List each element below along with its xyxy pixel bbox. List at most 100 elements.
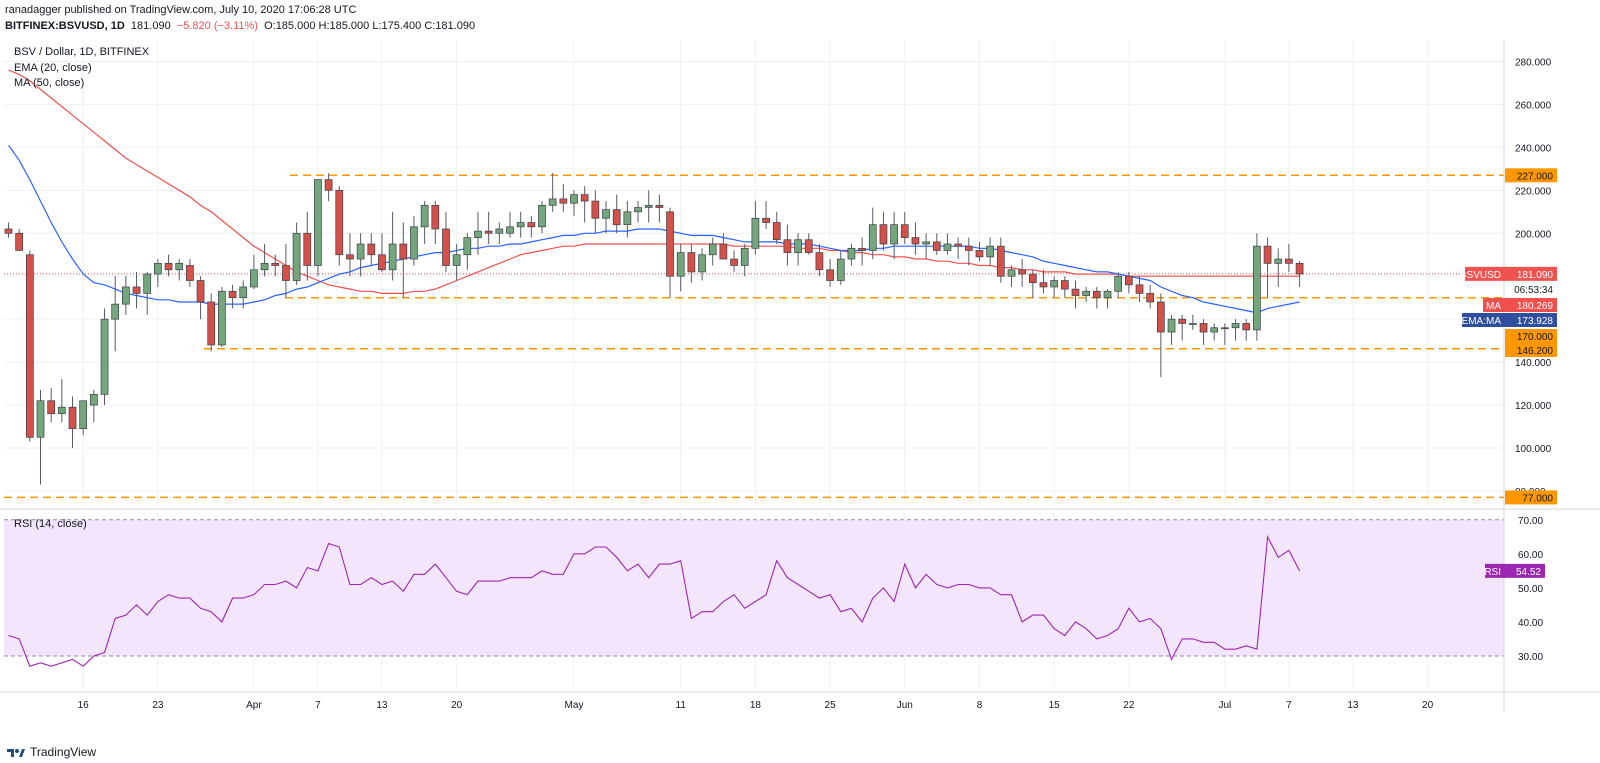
candle <box>1082 286 1091 302</box>
candle-body-up <box>794 239 802 253</box>
candle-body-up <box>292 232 301 281</box>
candle <box>431 201 440 245</box>
candle-body-down <box>68 406 77 430</box>
candle-body-down <box>730 258 738 266</box>
ma-legend[interactable]: MA (50, close) <box>14 77 85 89</box>
candle <box>836 250 845 285</box>
candle-body-down <box>1285 258 1293 264</box>
candle <box>751 201 760 255</box>
candle-body-up <box>218 290 226 346</box>
rsi-name-badge: RSI <box>1484 563 1505 578</box>
x-tick-label: 18 <box>750 700 762 711</box>
candle-body-up <box>698 254 706 273</box>
candle-body-down <box>1135 284 1144 294</box>
y-tick-label: 220.000 <box>1515 186 1552 197</box>
candle-body-up <box>463 237 472 256</box>
level-badge-text: 77.000 <box>1522 493 1553 504</box>
candle-body-down <box>1199 323 1208 333</box>
candle <box>815 244 824 277</box>
candle <box>730 250 738 272</box>
symbol-badge-bg <box>1465 266 1505 281</box>
rsi-name-badge-bg <box>1485 563 1505 578</box>
candle <box>111 276 120 352</box>
x-tick-label: 7 <box>315 700 321 711</box>
candle <box>1285 244 1293 272</box>
candle-body-up <box>623 211 632 226</box>
ema-name-badge: EMA:MA <box>1462 313 1505 327</box>
candle-body-up <box>250 269 258 288</box>
candle <box>740 244 749 277</box>
candle <box>708 237 717 266</box>
ema-legend[interactable]: EMA (20, close) <box>14 62 92 74</box>
candle <box>954 237 962 260</box>
rsi-legend[interactable]: RSI (14, close) <box>14 518 87 530</box>
rsi-tick-label: 40.00 <box>1518 618 1543 629</box>
candle <box>271 254 280 277</box>
candle <box>15 228 24 251</box>
candle-body-down <box>815 252 824 271</box>
candle <box>79 400 88 436</box>
candle <box>1092 286 1101 309</box>
last-price: 181.090 <box>130 20 171 32</box>
ma-name-badge: MA <box>1483 298 1505 312</box>
candle <box>1039 269 1048 294</box>
candle <box>378 233 386 272</box>
candle-body-down <box>335 189 344 256</box>
candle <box>986 237 994 266</box>
candle-body-up <box>740 247 749 266</box>
candle <box>175 259 184 281</box>
level-badge-text: 146.200 <box>1517 346 1554 357</box>
candle <box>847 244 856 266</box>
candle <box>1178 314 1187 341</box>
candle <box>388 211 397 281</box>
candle <box>1242 319 1251 341</box>
candle-body-up <box>260 262 269 271</box>
candle <box>207 293 216 352</box>
candle <box>356 233 365 277</box>
candle-body-up <box>836 258 845 281</box>
candle-body-down <box>911 237 920 245</box>
candle <box>559 183 568 212</box>
rsi-name-badge-text: RSI <box>1484 567 1501 578</box>
y-tick-label: 140.000 <box>1515 358 1552 369</box>
candle-body-down <box>1157 301 1165 333</box>
x-tick-label: 15 <box>1049 700 1061 711</box>
last-price-badge-text: 181.090 <box>1517 270 1554 281</box>
x-tick-label: May <box>565 700 584 711</box>
candle-body-up <box>100 318 109 395</box>
candle-body-down <box>826 269 834 281</box>
y-tick-label: 120.000 <box>1515 401 1552 412</box>
candle <box>900 211 909 245</box>
level-badge-bg <box>1505 343 1557 357</box>
x-tick-label: 20 <box>451 700 463 711</box>
candle <box>463 233 472 270</box>
candle <box>1199 319 1208 345</box>
candle-body-down <box>996 245 1005 277</box>
x-tick-label: 20 <box>1422 700 1434 711</box>
x-tick-label: 7 <box>1286 700 1292 711</box>
rsi-value-badge: 54.52 <box>1505 563 1545 578</box>
candle-body-down <box>964 245 973 251</box>
candle <box>154 259 162 287</box>
symbol-quote-line: BITFINEX:BSVUSD, 1D 181.090 −5.820 (−3.1… <box>5 20 475 32</box>
candle-body-down <box>484 230 493 234</box>
candle-body-down <box>1071 288 1080 296</box>
candle <box>996 237 1005 283</box>
candles <box>4 173 1304 485</box>
candle-body-down <box>858 247 866 251</box>
candle <box>442 211 450 272</box>
footer-brand[interactable]: TradingView <box>6 745 96 759</box>
candle-body-down <box>186 265 194 281</box>
ema-name-badge-bg <box>1462 313 1505 327</box>
symbol-badge: BSVUSD <box>1460 266 1505 281</box>
candle-body-down <box>367 243 376 256</box>
ma50-line <box>8 69 1300 294</box>
candle-body-down <box>527 222 536 228</box>
candle <box>399 222 408 298</box>
candle <box>1018 259 1027 287</box>
candle <box>506 211 514 238</box>
x-tick-label: 23 <box>152 700 164 711</box>
candle-body-down <box>804 239 813 253</box>
candle-body-up <box>1210 327 1219 333</box>
